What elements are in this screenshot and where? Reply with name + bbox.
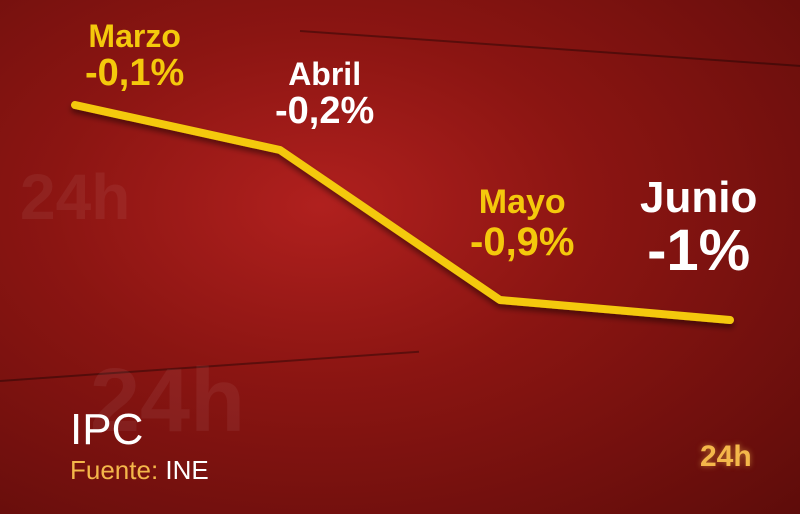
value-marzo: -0,1%	[85, 54, 184, 94]
month-mayo: Mayo	[470, 185, 575, 221]
chart-title: IPC	[70, 405, 143, 455]
chart-source: Fuente: INE	[70, 455, 209, 486]
label-marzo: Marzo -0,1%	[85, 20, 184, 93]
month-junio: Junio	[640, 175, 757, 221]
label-junio: Junio -1%	[640, 175, 757, 282]
label-mayo: Mayo -0,9%	[470, 185, 575, 263]
source-name: INE	[165, 455, 208, 485]
source-label: Fuente:	[70, 455, 165, 485]
month-marzo: Marzo	[85, 20, 184, 54]
value-mayo: -0,9%	[470, 221, 575, 263]
value-abril: -0,2%	[275, 92, 374, 132]
value-junio: -1%	[640, 221, 757, 282]
chart-stage: 24h 24h Marzo -0,1% Abril -0,2% Mayo -0,…	[0, 0, 800, 514]
channel-logo-24h: 24h	[700, 440, 752, 474]
label-abril: Abril -0,2%	[275, 58, 374, 131]
month-abril: Abril	[275, 58, 374, 92]
